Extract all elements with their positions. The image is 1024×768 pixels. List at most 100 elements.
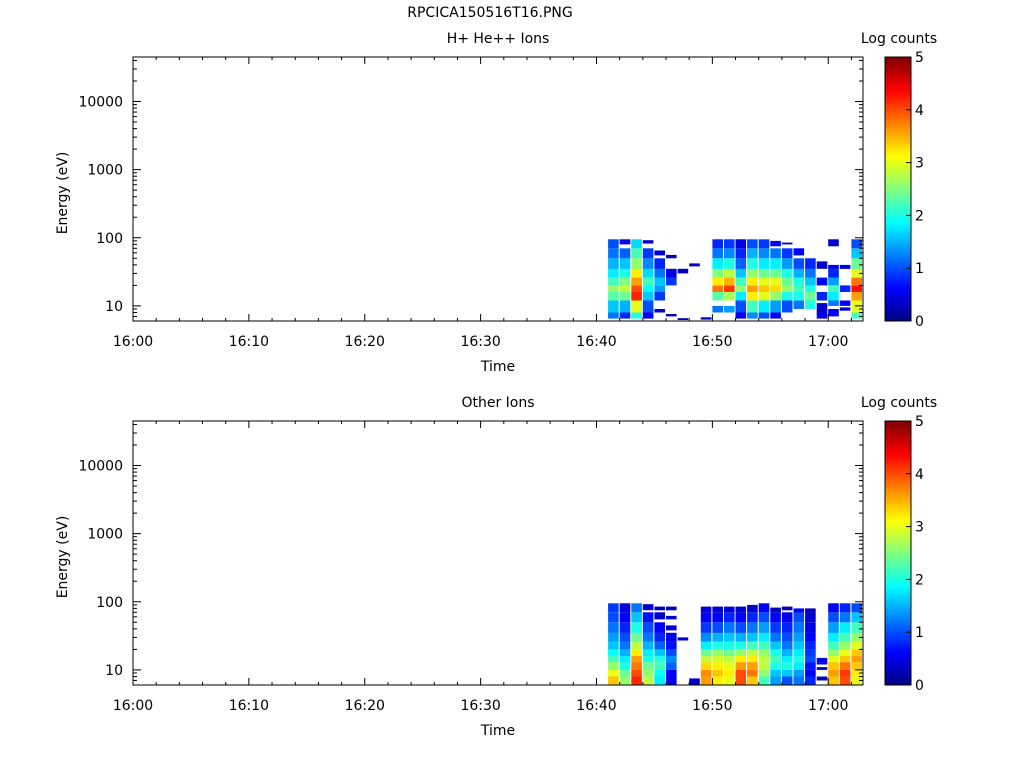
colorbar-step xyxy=(885,288,911,292)
heatmap-cell xyxy=(839,641,851,650)
colorbar-step xyxy=(885,513,911,518)
heatmap-cell xyxy=(781,292,793,301)
colorbar-step xyxy=(885,444,911,448)
heatmap-cell xyxy=(619,285,631,292)
heatmap-cell xyxy=(631,622,642,633)
heatmap-cell xyxy=(608,603,619,613)
colorbar-step xyxy=(885,139,911,144)
colorbar-label: Log counts xyxy=(861,395,937,411)
heatmap-cell xyxy=(642,669,654,677)
heatmap-cell xyxy=(747,669,758,677)
heatmap-cell xyxy=(816,657,828,663)
colorbar-step xyxy=(885,198,911,203)
heatmap-cell xyxy=(724,305,735,313)
heatmap-cell xyxy=(666,314,677,317)
heatmap-cell xyxy=(805,268,816,278)
heatmap-cell xyxy=(770,676,781,685)
x-tick-label: 16:10 xyxy=(229,334,269,350)
heatmap-cell xyxy=(805,292,816,301)
heatmap-cell xyxy=(747,656,758,663)
heatmap-cell xyxy=(631,300,642,313)
heatmap-cell xyxy=(642,612,654,623)
colorbar-step xyxy=(885,668,911,673)
heatmap-cell xyxy=(608,277,619,286)
colorbar-step xyxy=(885,271,911,276)
heatmap-cell xyxy=(608,239,619,249)
heatmap-cell xyxy=(631,612,642,623)
plot-frame xyxy=(132,56,864,322)
colorbar-step xyxy=(885,73,911,78)
heatmap-cell xyxy=(793,669,805,677)
heatmap-cell xyxy=(654,632,665,642)
y-tick-label: 10000 xyxy=(78,95,123,111)
heatmap-cell xyxy=(793,649,805,656)
colorbar-step xyxy=(885,430,911,435)
heatmap-cell xyxy=(747,248,758,259)
colorbar-step xyxy=(885,582,911,587)
heatmap-cell xyxy=(816,676,828,681)
x-tick-label: 16:00 xyxy=(113,334,153,350)
heatmap-cell xyxy=(781,632,793,642)
heatmap-cell xyxy=(619,669,631,677)
heatmap-cell xyxy=(619,662,631,670)
heatmap-cell xyxy=(712,248,723,259)
heatmap-cell xyxy=(608,312,619,319)
heatmap-cell xyxy=(828,239,839,247)
heatmap-cell xyxy=(758,656,770,663)
heatmap-cell xyxy=(851,641,862,650)
heatmap-cell xyxy=(828,641,839,650)
colorbar-step xyxy=(885,520,911,524)
heatmap-cell xyxy=(851,268,862,278)
colorbar-step xyxy=(885,60,911,65)
colorbar-step xyxy=(885,457,911,462)
colorbar-step xyxy=(885,421,911,425)
heatmap-cell xyxy=(724,258,735,269)
heatmap-cell xyxy=(619,300,631,313)
colorbar-step xyxy=(885,264,911,269)
heatmap-cell xyxy=(608,300,619,313)
heatmap-cell xyxy=(805,656,816,663)
colorbar-step xyxy=(885,427,911,432)
heatmap-cell xyxy=(793,268,805,278)
heatmap-cell xyxy=(631,641,642,650)
heatmap-cell xyxy=(642,268,654,278)
heatmap-cell xyxy=(654,292,665,301)
heatmap-cell xyxy=(758,239,770,249)
heatmap-cell xyxy=(770,662,781,670)
heatmap-cell xyxy=(666,669,677,677)
heatmap-cell xyxy=(839,656,851,663)
heatmap-cell xyxy=(770,268,781,278)
colorbar-step xyxy=(885,281,911,286)
colorbar-step xyxy=(885,218,911,223)
colorbar-step xyxy=(885,622,911,627)
colorbar-step xyxy=(885,562,911,567)
heatmap-cell xyxy=(735,292,747,301)
heatmap-cell xyxy=(747,641,758,650)
heatmap-cell xyxy=(735,641,747,650)
colorbar-step xyxy=(885,612,911,617)
colorbar-step xyxy=(885,90,911,94)
colorbar-step xyxy=(885,480,911,485)
heatmap-cell xyxy=(747,632,758,642)
heatmap-cell xyxy=(851,612,862,623)
colorbar-step xyxy=(885,566,911,570)
colorbar-step xyxy=(885,106,911,111)
heatmap-cell xyxy=(631,662,642,670)
heatmap-cell xyxy=(654,268,665,278)
heatmap-cell xyxy=(619,603,631,613)
heatmap-cell xyxy=(851,649,862,656)
heatmap-cell xyxy=(642,622,654,633)
colorbar-tick-label: 3 xyxy=(915,520,924,536)
heatmap-cell xyxy=(666,632,677,642)
heatmap-cell xyxy=(758,258,770,269)
colorbar-step xyxy=(885,116,911,121)
colorbar-step xyxy=(885,222,911,226)
heatmap-cell xyxy=(770,285,781,292)
heatmap-cell xyxy=(631,239,642,249)
heatmap-cell xyxy=(758,676,770,685)
heatmap-cell xyxy=(654,258,665,269)
colorbar-step xyxy=(885,619,911,623)
colorbar-step xyxy=(885,129,911,134)
heatmap-cell xyxy=(654,309,665,313)
